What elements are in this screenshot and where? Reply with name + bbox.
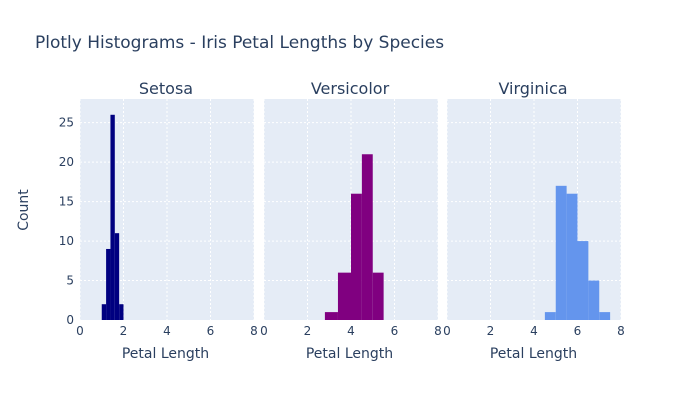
histogram-bar bbox=[324, 312, 338, 320]
histogram-bar bbox=[337, 272, 351, 320]
x-axis-label-virginica: Petal Length bbox=[489, 346, 578, 362]
histogram-bar bbox=[106, 248, 111, 320]
x-tick-label: 8 bbox=[617, 324, 625, 338]
y-tick-label: 25 bbox=[59, 116, 74, 130]
x-tick-label: 8 bbox=[434, 324, 442, 338]
x-tick-label: 2 bbox=[304, 324, 312, 338]
x-tick-label: 6 bbox=[391, 324, 399, 338]
histogram-bar bbox=[555, 185, 567, 320]
histogram-bar bbox=[588, 280, 600, 320]
x-tick-label: 2 bbox=[120, 324, 128, 338]
y-tick-label: 10 bbox=[59, 234, 74, 248]
chart-title: Plotly Histograms - Iris Petal Lengths b… bbox=[35, 33, 445, 53]
histogram-bar bbox=[361, 154, 373, 320]
panel-title-virginica: Virginica bbox=[498, 79, 568, 98]
x-tick-label: 6 bbox=[207, 324, 215, 338]
histogram-bar bbox=[372, 272, 384, 320]
x-tick-label: 4 bbox=[530, 324, 538, 338]
x-tick-label: 4 bbox=[163, 324, 171, 338]
histogram-bar bbox=[119, 304, 124, 320]
y-tick-label: 0 bbox=[66, 313, 74, 327]
histogram-bar bbox=[110, 114, 115, 321]
x-tick-label: 0 bbox=[443, 324, 451, 338]
panel-title-versicolor: Versicolor bbox=[310, 79, 390, 98]
y-tick-label: 15 bbox=[59, 195, 74, 209]
x-tick-label: 0 bbox=[260, 324, 268, 338]
y-tick-label: 5 bbox=[66, 274, 74, 288]
x-axis-label-setosa: Petal Length bbox=[121, 346, 210, 362]
histogram-bar bbox=[566, 193, 578, 320]
x-tick-label: 8 bbox=[250, 324, 258, 338]
x-tick-label: 6 bbox=[574, 324, 582, 338]
histogram-bar bbox=[544, 312, 556, 320]
x-tick-label: 2 bbox=[487, 324, 495, 338]
y-tick-label: 20 bbox=[59, 155, 74, 169]
histogram-bar bbox=[114, 233, 120, 320]
histogram-bar bbox=[577, 241, 589, 320]
histogram-bar bbox=[599, 312, 611, 320]
x-tick-label: 4 bbox=[347, 324, 355, 338]
panel-title-setosa: Setosa bbox=[138, 79, 194, 98]
histogram-bar bbox=[351, 193, 362, 320]
x-tick-label: 0 bbox=[76, 324, 84, 338]
x-axis-label-versicolor: Petal Length bbox=[305, 346, 394, 362]
histogram-bar bbox=[101, 304, 107, 320]
